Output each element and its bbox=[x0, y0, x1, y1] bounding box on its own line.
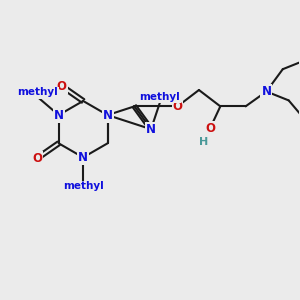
Text: methyl: methyl bbox=[17, 88, 58, 98]
Text: methyl: methyl bbox=[63, 181, 104, 191]
Text: H: H bbox=[200, 137, 208, 147]
Text: methyl: methyl bbox=[20, 87, 56, 97]
Text: O: O bbox=[57, 80, 67, 93]
Text: O: O bbox=[172, 100, 182, 113]
Text: methyl: methyl bbox=[140, 92, 180, 102]
Text: O: O bbox=[205, 122, 215, 135]
Text: N: N bbox=[78, 151, 88, 164]
Text: N: N bbox=[146, 123, 156, 136]
Text: N: N bbox=[103, 109, 112, 122]
Text: N: N bbox=[54, 109, 64, 122]
Text: N: N bbox=[261, 85, 272, 98]
Text: O: O bbox=[32, 152, 42, 165]
Text: methyl: methyl bbox=[17, 87, 58, 97]
